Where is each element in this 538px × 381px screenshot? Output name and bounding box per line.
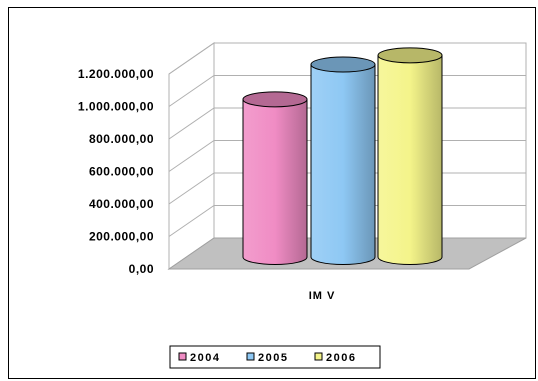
bar-top-2005 — [310, 56, 376, 73]
legend-box — [169, 345, 381, 369]
bar-top-2004 — [242, 91, 308, 108]
legend-label-2006: 2006 — [326, 352, 356, 364]
legend: 2004 2005 2006 — [169, 345, 381, 369]
x-axis-category-label: IM V — [309, 290, 336, 302]
y-tick-labels: 0,00 200.000,00 400.000,00 600.000,00 800.00… — [78, 67, 154, 276]
y-tick-label: 1.200.000,00 — [78, 67, 154, 81]
bar-2005 — [310, 56, 376, 265]
chart-svg: 0,00 200.000,00 400.000,00 600.000,00 800.00… — [78, 42, 527, 369]
y-tick-label: 600.000,00 — [89, 165, 154, 179]
legend-swatch-2005 — [246, 352, 255, 361]
y-tick-label: 0,00 — [129, 262, 154, 276]
bars — [242, 47, 443, 265]
legend-label-2004: 2004 — [190, 352, 220, 364]
bar-body-2004 — [242, 98, 308, 265]
gridline — [168, 42, 526, 75]
bar-body-2005 — [310, 64, 376, 265]
bar-2004 — [242, 91, 308, 265]
legend-label-2005: 2005 — [258, 352, 288, 364]
chart-area: 0,00 200.000,00 400.000,00 600.000,00 800.00… — [8, 7, 536, 379]
bar-top-2006 — [377, 47, 443, 64]
y-tick-label: 200.000,00 — [89, 230, 154, 244]
legend-swatch-2006 — [314, 352, 323, 361]
legend-swatch-2004 — [178, 352, 187, 361]
bar-2006 — [377, 47, 443, 265]
y-tick-label: 1.000.000,00 — [78, 100, 154, 114]
y-tick-label: 800.000,00 — [89, 132, 154, 146]
y-tick-label: 400.000,00 — [89, 197, 154, 211]
bar-body-2006 — [377, 54, 443, 265]
